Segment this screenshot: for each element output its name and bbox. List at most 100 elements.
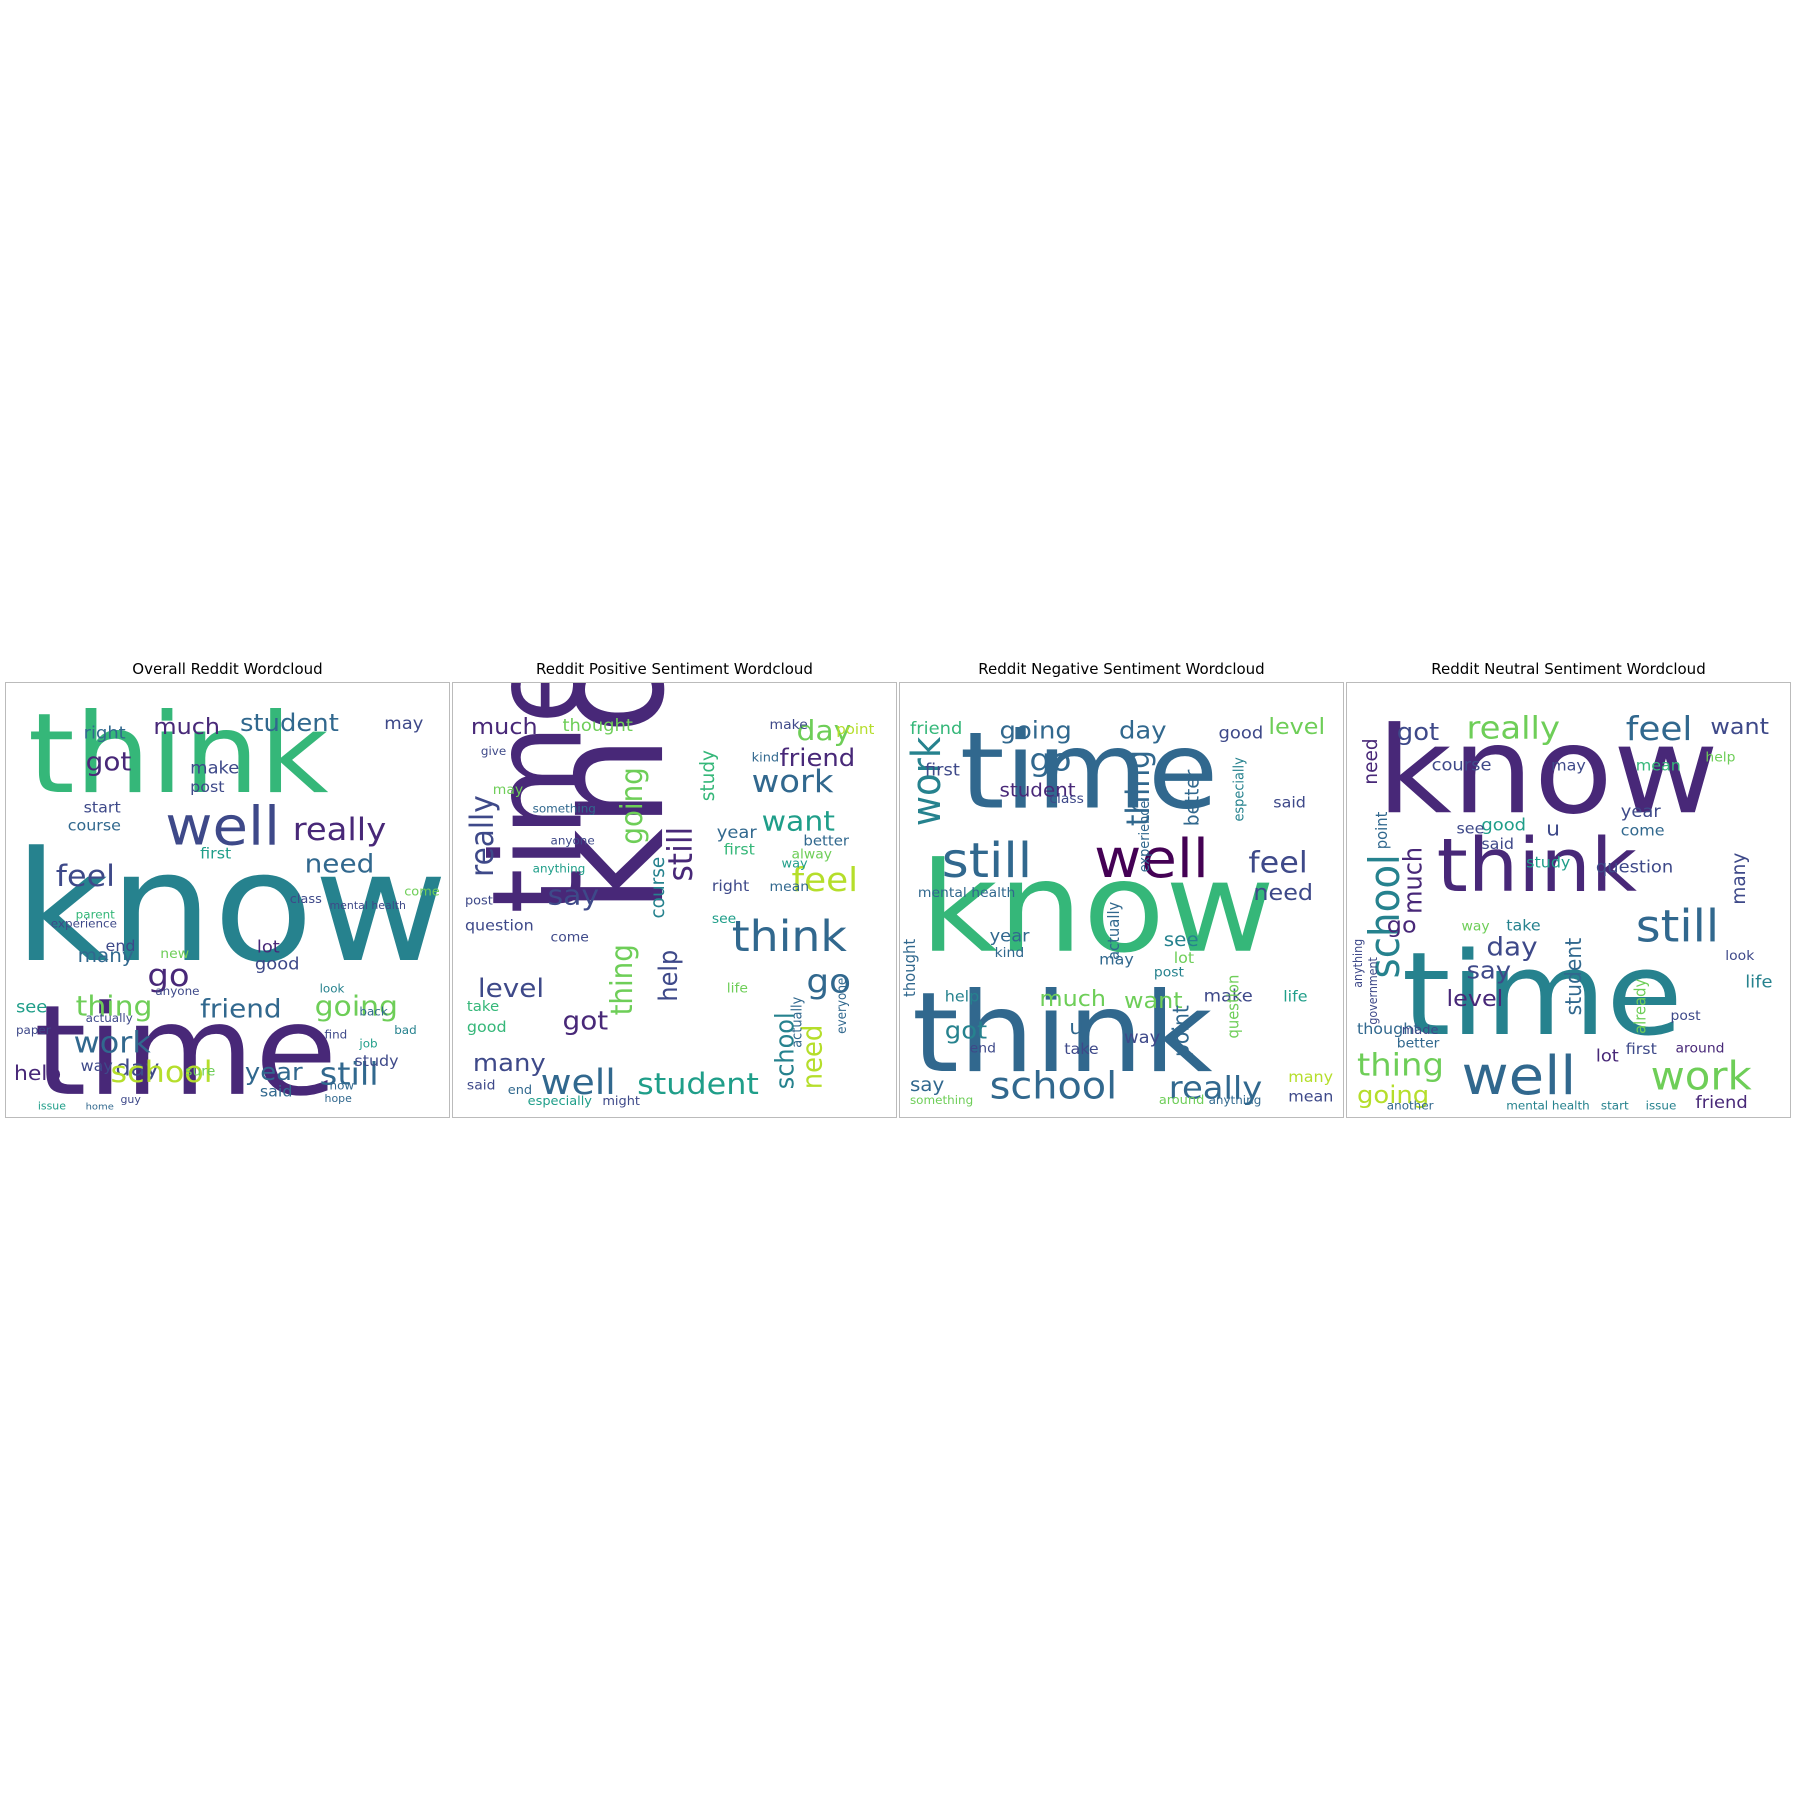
word-got: got <box>945 1016 988 1044</box>
word-guy: guy <box>120 1094 140 1106</box>
word-time: time <box>960 711 1219 834</box>
word-think: think <box>1437 823 1638 909</box>
word-study: study <box>695 750 719 801</box>
panel-title: Reddit Neutral Sentiment Wordcloud <box>1431 660 1706 678</box>
word-said: said <box>1273 794 1306 811</box>
word-going: going <box>614 767 649 844</box>
word-much: much <box>153 715 220 740</box>
word-made: made <box>1402 1022 1439 1036</box>
word-go: go <box>1029 742 1071 779</box>
word-thought: thought <box>563 717 634 736</box>
word-much: much <box>471 715 538 740</box>
word-take: take <box>1506 917 1540 934</box>
word-mental-health: mental health <box>1506 1099 1589 1112</box>
word-know: know <box>515 683 701 914</box>
word-mean: mean <box>1288 1088 1333 1105</box>
word-going: going <box>1357 1081 1429 1109</box>
word-first: first <box>1626 1041 1657 1058</box>
word-many: many <box>473 1049 546 1077</box>
wordcloud-panel-negative: Reddit Negative Sentiment Wordcloud time… <box>899 660 1344 1118</box>
word-better: better <box>1397 1037 1440 1051</box>
word-job: job <box>358 1037 377 1050</box>
word-around: around <box>1676 1042 1725 1056</box>
word-school: school <box>111 1055 213 1090</box>
word-said: said <box>260 1083 293 1100</box>
word-got: got <box>86 748 132 778</box>
word-need: need <box>1358 738 1382 784</box>
word-post: post <box>1671 1009 1701 1023</box>
word-work: work <box>904 736 951 826</box>
word-really: really <box>293 811 387 848</box>
word-may: may <box>493 783 523 797</box>
word-u: u <box>1546 816 1560 840</box>
wordcloud-panel-positive: Reddit Positive Sentiment Wordcloud know… <box>452 660 897 1118</box>
word-course: course <box>1432 756 1492 775</box>
word-question: question <box>1596 858 1673 877</box>
word-mean: mean <box>1636 757 1681 774</box>
word-still: still <box>320 1056 379 1093</box>
word-see: see <box>712 913 736 927</box>
word-year: year <box>245 1058 303 1086</box>
word-much: much <box>1039 987 1106 1012</box>
word-need: need <box>796 1025 828 1090</box>
word-go: go <box>806 963 851 1001</box>
word-give: give <box>481 744 506 757</box>
word-life: life <box>727 982 748 996</box>
word-look: look <box>320 982 345 995</box>
wordcloud: think know time well really need student much go… <box>5 682 450 1118</box>
word-question: question <box>1224 975 1243 1039</box>
word-well: well <box>1461 1045 1576 1108</box>
word-still: still <box>1636 900 1719 952</box>
word-first: first <box>925 761 960 780</box>
word-mental-health: mental health <box>918 887 1015 901</box>
word-time: time <box>34 979 338 1117</box>
word-mean: mean <box>770 880 810 894</box>
word-experience: experience <box>51 917 117 930</box>
word-make: make <box>1204 987 1253 1006</box>
word-feel: feel <box>56 859 115 894</box>
word-especially: especially <box>1232 757 1248 821</box>
word-right: right <box>84 724 126 743</box>
word-help: help <box>1705 751 1735 765</box>
word-better: better <box>803 834 849 849</box>
word-point: point <box>836 722 874 737</box>
word-something: something <box>910 1093 973 1106</box>
word-experience: experience <box>1137 801 1153 873</box>
word-help: help <box>14 1061 61 1085</box>
word-thing: thing <box>76 989 153 1022</box>
word-see: see <box>1457 820 1485 837</box>
word-way: way <box>1461 920 1489 934</box>
word-start: start <box>1601 1099 1629 1112</box>
word-may: may <box>384 715 423 734</box>
word-friend: friend <box>910 719 962 738</box>
word-say: say <box>1466 956 1511 984</box>
word-thought: thought <box>1357 1020 1420 1037</box>
word-come: come <box>404 884 440 898</box>
word-think: think <box>732 912 848 961</box>
word-say: say <box>910 1074 944 1096</box>
wordcloud: know think time well work still thing going scho… <box>1346 682 1791 1118</box>
word-life: life <box>1283 988 1307 1005</box>
word-lot: lot <box>257 938 280 957</box>
word-many: many <box>78 945 134 967</box>
word-help: help <box>945 988 979 1005</box>
word-thing: thing <box>604 944 639 1015</box>
word-day: day <box>1486 932 1537 962</box>
word-might: might <box>602 1093 640 1107</box>
word-student: student <box>637 1067 759 1102</box>
word-well: well <box>1094 828 1209 891</box>
wordcloud: know time well student think work want feel frie… <box>452 682 897 1118</box>
word-still: still <box>661 827 700 882</box>
word-post: post <box>465 893 493 907</box>
word-issue: issue <box>1646 1099 1677 1112</box>
word-know: know <box>14 820 448 997</box>
word-going: going <box>1000 716 1072 744</box>
wordcloud-panel-neutral: Reddit Neutral Sentiment Wordcloud know t… <box>1346 660 1791 1118</box>
word-actually: actually <box>1104 902 1123 960</box>
word-school: school <box>770 1012 800 1089</box>
word-thought: thought <box>900 939 919 997</box>
word-think: think <box>28 690 329 819</box>
word-study: study <box>354 1053 398 1070</box>
word-class: class <box>1049 792 1084 806</box>
